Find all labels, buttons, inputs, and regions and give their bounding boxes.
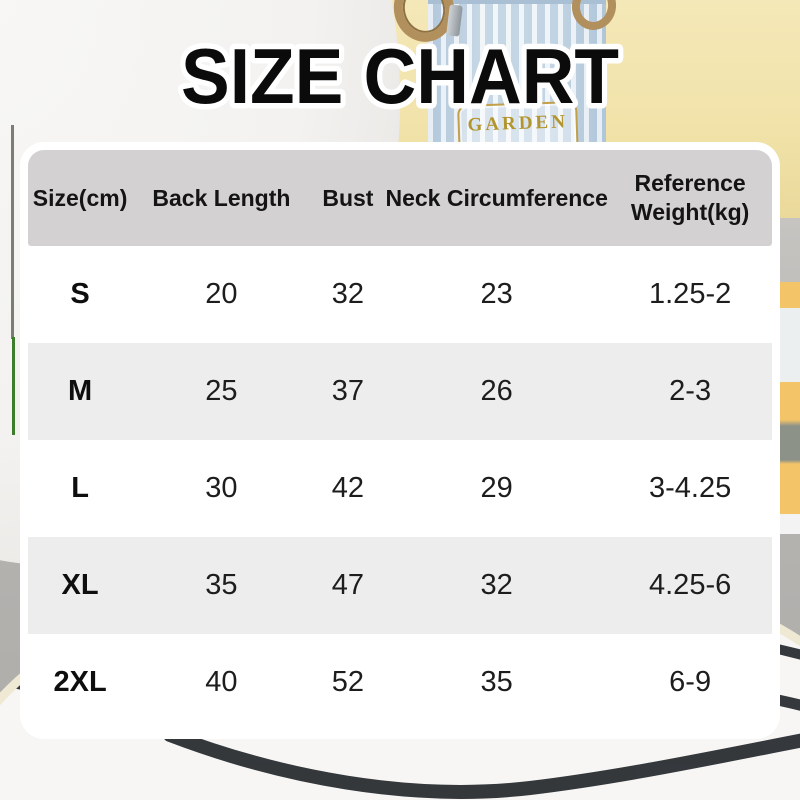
neck-value: 23 xyxy=(480,278,513,310)
table-row-xl: XL 35 47 32 4.25-6 xyxy=(28,537,772,634)
column-header-size: Size(cm) xyxy=(32,184,128,211)
neck-value: 29 xyxy=(480,472,513,504)
weight-value: 6-9 xyxy=(669,666,712,698)
bust-value: 37 xyxy=(331,375,365,407)
back-length-value: 30 xyxy=(205,472,238,504)
plant-stem-dark xyxy=(11,125,14,339)
table-row-m: M 25 37 26 2-3 xyxy=(28,343,772,440)
column-header-bust: Bust xyxy=(322,184,374,211)
weight-value: 4.25-6 xyxy=(649,569,732,601)
weight-value: 2-3 xyxy=(669,375,712,407)
size-label: M xyxy=(67,375,93,407)
column-header-neck-circumference: Neck Circumference xyxy=(385,184,608,211)
size-label: 2XL xyxy=(53,666,107,698)
size-chart-table: Size(cm) Back Length Bust Neck Circumfer… xyxy=(20,142,780,739)
plant-stem-green xyxy=(12,337,15,435)
table-header-row: Size(cm) Back Length Bust Neck Circumfer… xyxy=(28,150,772,246)
back-length-value: 35 xyxy=(205,569,238,601)
page-title: SIZE CHART xyxy=(176,27,625,126)
column-header-back-length: Back Length xyxy=(152,184,291,211)
table-row-s: S 20 32 23 1.25-2 xyxy=(28,246,772,343)
back-length-value: 20 xyxy=(205,278,238,310)
weight-value: 3-4.25 xyxy=(649,472,732,504)
bust-value: 47 xyxy=(331,569,365,601)
neck-value: 26 xyxy=(480,375,513,407)
garden-bucket: GARDEN xyxy=(386,0,620,164)
neck-value: 35 xyxy=(480,666,513,698)
size-label: S xyxy=(70,278,90,310)
bust-value: 32 xyxy=(331,278,365,310)
bust-value: 42 xyxy=(331,472,365,504)
size-label: XL xyxy=(61,569,99,601)
table-row-l: L 30 42 29 3-4.25 xyxy=(28,440,772,537)
size-label: L xyxy=(71,472,89,504)
back-length-value: 40 xyxy=(205,666,238,698)
page-title-text: SIZE CHART xyxy=(181,32,619,120)
table-row-2xl: 2XL 40 52 35 6-9 xyxy=(28,634,772,731)
weight-value: 1.25-2 xyxy=(649,278,732,310)
back-length-value: 25 xyxy=(205,375,238,407)
column-header-reference-weight: Reference Weight(kg) xyxy=(630,169,750,225)
neck-value: 32 xyxy=(480,569,513,601)
bust-value: 52 xyxy=(331,666,365,698)
